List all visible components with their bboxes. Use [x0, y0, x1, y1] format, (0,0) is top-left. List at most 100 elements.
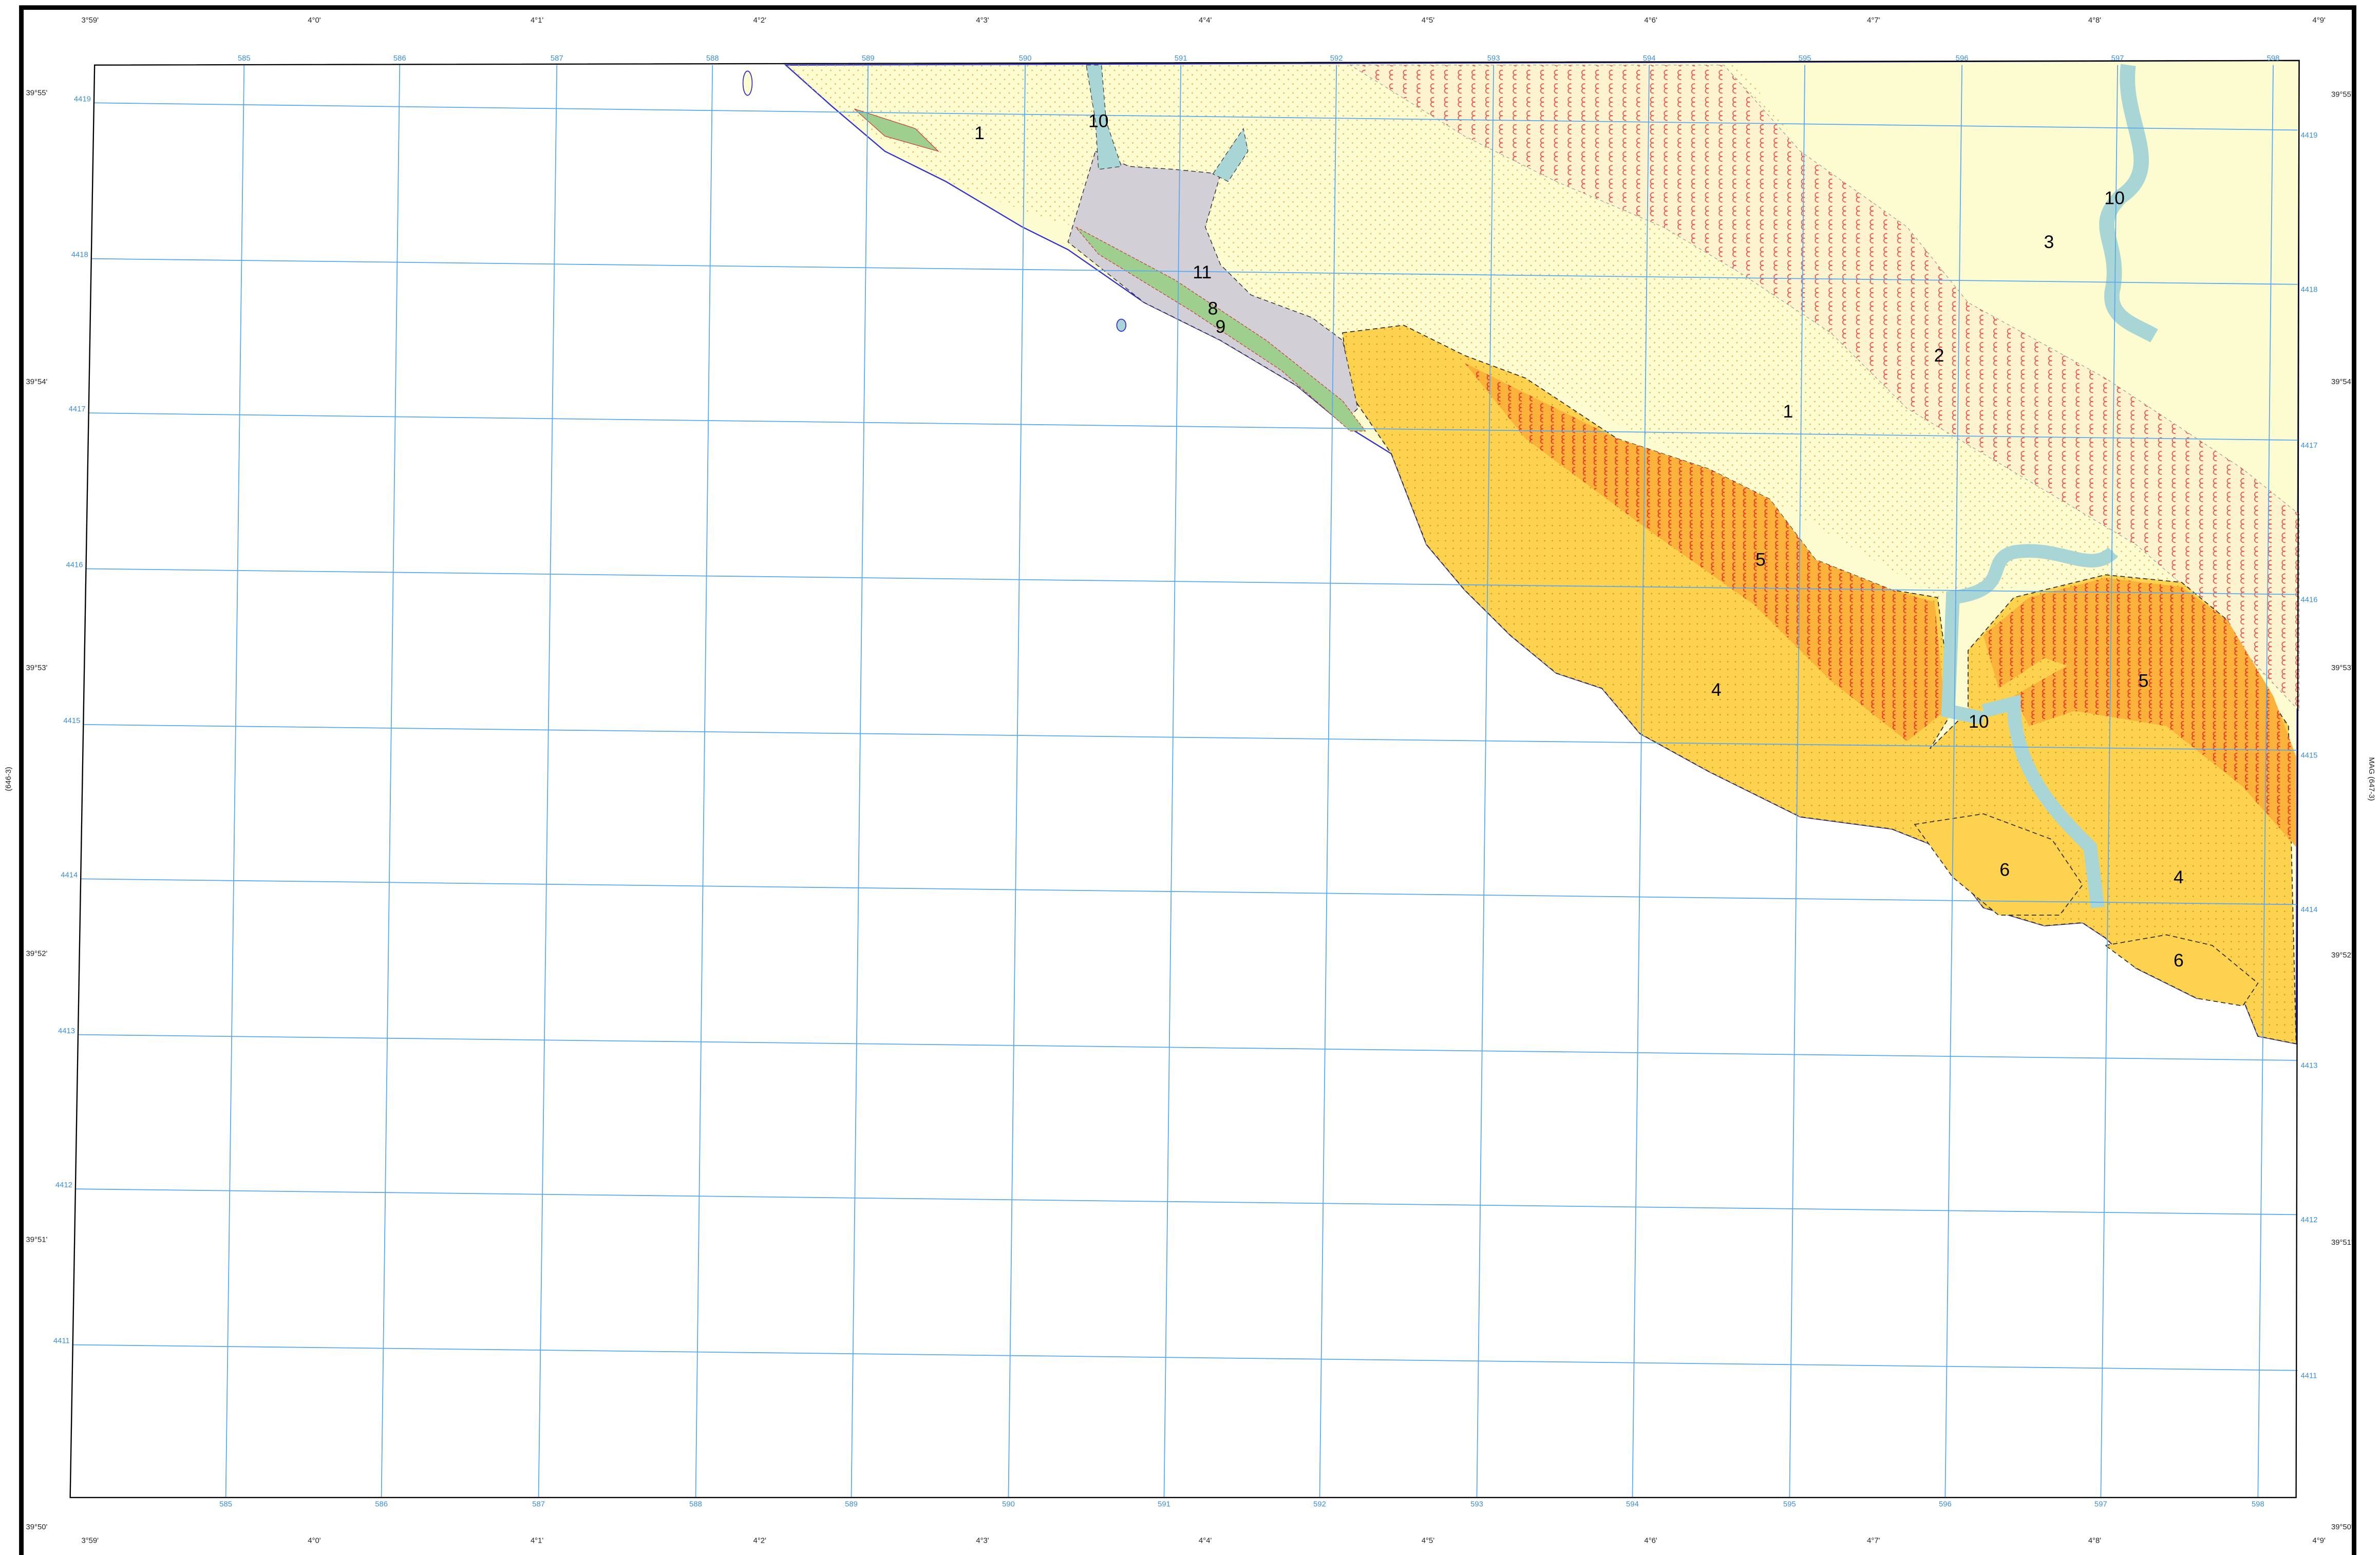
easting-label: 593 — [1487, 54, 1500, 63]
unit-label: 10 — [1088, 111, 1109, 131]
northing-label: 4411 — [53, 1337, 70, 1345]
lon-label: 4°0' — [308, 16, 320, 25]
lon-label: 4°6' — [1644, 1537, 1657, 1545]
lat-label: 39°50' — [2331, 1523, 2353, 1531]
lon-label: 4°5' — [1422, 1537, 1434, 1545]
grid-line — [93, 102, 2298, 131]
easting-label: 588 — [706, 54, 719, 63]
river — [1941, 544, 2118, 726]
river — [1086, 65, 1122, 170]
easting-label: 592 — [1313, 1501, 1326, 1509]
lon-label: 4°4' — [1199, 1537, 1212, 1545]
easting-label: 591 — [1158, 1501, 1170, 1509]
grid-line — [75, 1188, 2298, 1216]
unit-8-9 — [854, 108, 939, 152]
lat-label: 39°51' — [26, 1236, 47, 1244]
river — [1212, 127, 1249, 182]
lon-label: 4°8' — [2088, 1537, 2101, 1545]
lon-label: 4°7' — [1867, 1537, 1880, 1545]
island — [742, 70, 753, 96]
easting-label: 591 — [1175, 54, 1187, 63]
northing-label: 4411 — [2301, 1372, 2317, 1380]
sheet-label: (646-3) — [5, 767, 13, 791]
unit-label: 4 — [2174, 867, 2184, 887]
northing-label: 4413 — [58, 1027, 75, 1035]
grid-line — [1319, 65, 1337, 1498]
river — [2099, 64, 2158, 343]
labels: 3°59' 3°59' 4°0' 4°0' 4°1' 4°1' 4°2' 4°2' 4°3' 4°… — [5, 16, 2376, 1545]
lon-label: 4°3' — [976, 16, 989, 25]
unit-label: 6 — [2174, 950, 2184, 971]
easting-label: 594 — [1643, 54, 1656, 63]
easting-label: 593 — [1470, 1501, 1483, 1509]
grid-line — [1163, 65, 1182, 1498]
geology — [742, 60, 2300, 1045]
northing-label: 4416 — [2301, 596, 2318, 604]
grid-line — [225, 65, 245, 1498]
unit-5 — [1983, 578, 2296, 847]
northing-label: 4412 — [55, 1181, 72, 1189]
easting-label: 586 — [375, 1501, 388, 1509]
sheet-label: MAG (647-3) — [2367, 757, 2375, 801]
easting-label: 589 — [845, 1501, 858, 1509]
easting-label: 590 — [1002, 1501, 1015, 1509]
unit-label: 3 — [2044, 232, 2054, 252]
lon-label: 4°4' — [1199, 16, 1212, 25]
unit-6 — [1914, 813, 2083, 916]
grid-line — [2257, 65, 2274, 1498]
lon-label: 4°6' — [1644, 16, 1657, 25]
grid-line — [91, 258, 2298, 285]
grid-line — [72, 1344, 2298, 1371]
grid-line — [78, 1034, 2298, 1061]
easting-label: 594 — [1626, 1501, 1639, 1509]
northing-label: 4417 — [69, 405, 86, 413]
lat-label: 39°53' — [2331, 664, 2353, 672]
unit-label: 2 — [1934, 345, 1944, 366]
easting-label: 590 — [1019, 54, 1032, 63]
grid-line — [86, 568, 2298, 595]
unit-label: 5 — [2139, 670, 2149, 691]
northing-label: 4418 — [71, 251, 88, 259]
northing-label: 4417 — [2301, 442, 2318, 450]
island — [1116, 318, 1127, 332]
grid-line — [695, 65, 713, 1498]
lon-label: 4°1' — [531, 1537, 543, 1545]
lat-label: 39°53' — [26, 664, 47, 672]
lon-label: 3°59' — [81, 16, 99, 25]
easting-label: 598 — [2267, 54, 2280, 63]
lon-label: 4°1' — [531, 16, 543, 25]
easting-label: 595 — [1799, 54, 1811, 63]
lat-label: 39°54' — [2331, 378, 2353, 386]
grid-line — [1632, 65, 1650, 1498]
lat-label: 39°52' — [2331, 952, 2353, 960]
unit-label: 4 — [1711, 679, 1722, 700]
unit-label: 5 — [1755, 549, 1766, 570]
easting-label: 592 — [1330, 54, 1343, 63]
northing-label: 4412 — [2301, 1216, 2318, 1224]
unit-5 — [1464, 363, 1945, 742]
river — [1981, 694, 2105, 908]
lat-label: 39°51' — [2331, 1239, 2353, 1247]
northing-label: 4415 — [2301, 752, 2318, 760]
northing-label: 4414 — [2301, 906, 2318, 914]
unit-label: 1 — [1783, 401, 1793, 422]
unit-label: 8 — [1208, 298, 1218, 319]
northing-label: 4416 — [66, 561, 83, 570]
map-frame — [69, 60, 2300, 1499]
unit-8-9 — [1075, 226, 1366, 432]
northing-label: 4418 — [2301, 286, 2318, 294]
lon-label: 4°0' — [308, 1537, 320, 1545]
lon-label: 4°2' — [753, 16, 766, 25]
easting-label: 585 — [238, 54, 251, 63]
unit-6 — [2104, 934, 2259, 1007]
lat-label: 39°55' — [2331, 91, 2353, 99]
easting-label: 588 — [689, 1501, 702, 1509]
northing-label: 4414 — [61, 871, 78, 879]
northing-label: 4415 — [63, 717, 80, 725]
lon-label: 4°7' — [1867, 16, 1880, 25]
easting-label: 587 — [532, 1501, 545, 1509]
grid-line — [1944, 65, 1962, 1498]
grid-line — [83, 724, 2298, 751]
lon-label: 4°3' — [976, 1537, 989, 1545]
outer-frame — [19, 5, 2356, 1555]
